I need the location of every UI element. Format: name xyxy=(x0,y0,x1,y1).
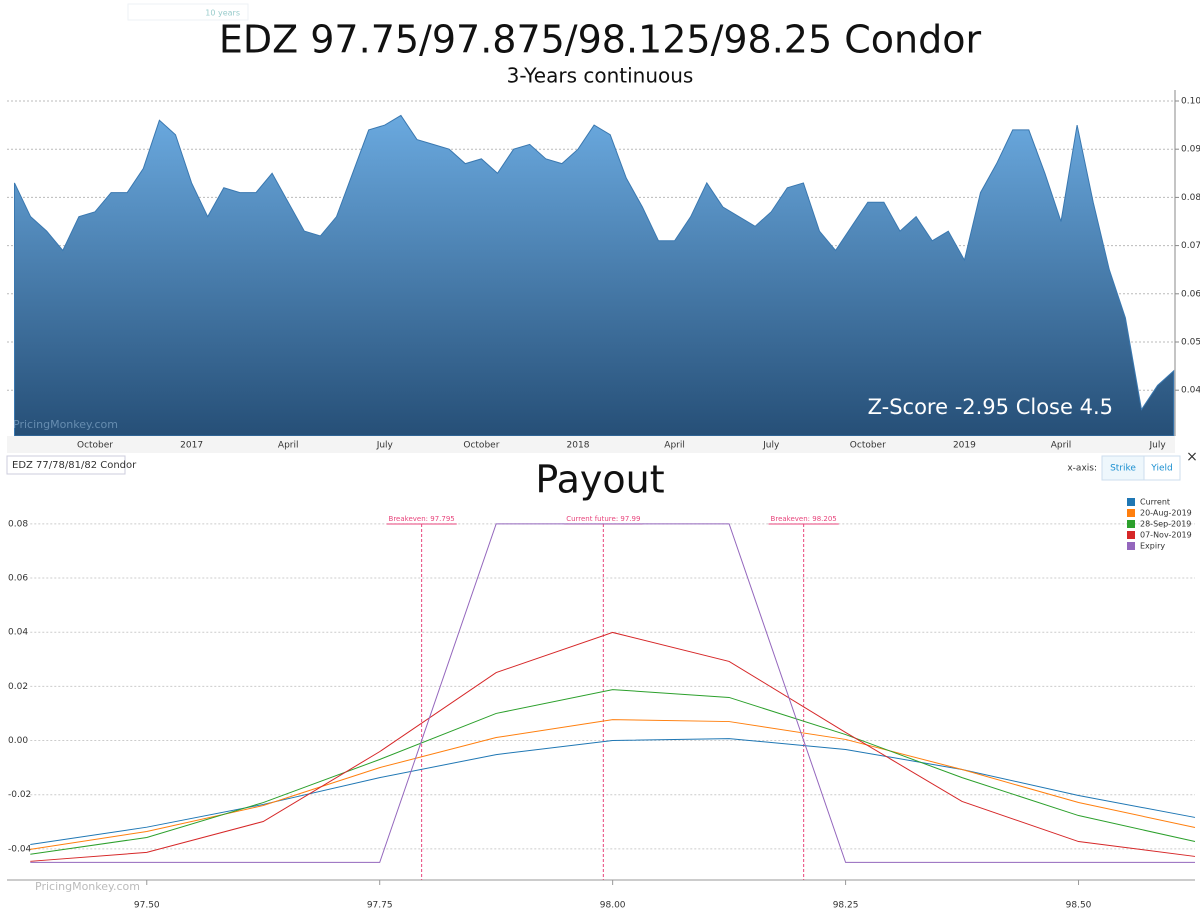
marker-label: Current future: 97.99 xyxy=(566,515,640,523)
y-tick-label: 0.08 xyxy=(8,519,28,529)
y-tick-label: 0.07 xyxy=(1181,241,1200,251)
x-tick-label: July xyxy=(1149,441,1167,451)
series-line xyxy=(30,631,1196,862)
x-tick-label: 97.50 xyxy=(134,901,160,911)
legend-swatch xyxy=(1127,520,1135,528)
legend-swatch xyxy=(1127,498,1135,506)
series-line xyxy=(30,523,1195,863)
marker-label: Breakeven: 98.205 xyxy=(771,515,837,523)
chart-title: Payout xyxy=(535,458,664,502)
legend-swatch xyxy=(1127,531,1135,539)
legend-label: 28-Sep-2019 xyxy=(1140,520,1191,529)
y-tick-label: 0.10 xyxy=(1181,96,1200,106)
legend-swatch xyxy=(1127,542,1135,550)
close-button[interactable]: × xyxy=(1186,449,1198,465)
x-axis-band xyxy=(7,436,1175,453)
x-tick-label: April xyxy=(278,441,299,451)
series-line xyxy=(30,738,1196,846)
strategy-label: EDZ 77/78/81/82 Condor xyxy=(12,460,137,471)
x-tick-label: 2018 xyxy=(567,441,590,451)
x-tick-label: 98.00 xyxy=(600,901,626,911)
strike-option[interactable]: Strike xyxy=(1110,464,1136,474)
y-tick-label: 0.04 xyxy=(8,628,28,638)
strategy-box xyxy=(6,455,126,475)
yield-button[interactable] xyxy=(1143,455,1181,481)
bottom-chart: -0.04 -0.02 0.00 0.02 0.04 0.06 0.08 97.50 97.75… xyxy=(7,498,1196,911)
x-tick-label: April xyxy=(1051,441,1072,451)
y-tick-label: 0.06 xyxy=(8,574,28,584)
legend-label: Current xyxy=(1140,498,1170,507)
x-tick-label: 2017 xyxy=(180,441,203,451)
chart-subtitle: 3-Years continuous xyxy=(507,64,694,88)
xaxis-label: x-axis: xyxy=(1067,464,1097,474)
legend-label: 20-Aug-2019 xyxy=(1140,509,1192,518)
y-tick-label: 0.06 xyxy=(1181,289,1200,299)
y-tick-label: 0.00 xyxy=(8,736,28,746)
x-tick-label: July xyxy=(762,441,780,451)
y-tick-label: 0.08 xyxy=(1181,193,1200,203)
x-tick-label: 97.75 xyxy=(367,901,393,911)
y-tick-label: 0.02 xyxy=(8,682,28,692)
y-tick-label: -0.02 xyxy=(8,790,31,800)
x-tick-label: October xyxy=(850,441,886,451)
chart-title: EDZ 97.75/97.875/98.125/98.25 Condor xyxy=(219,18,982,62)
legend-label: Expiry xyxy=(1140,542,1165,551)
x-tick-label: October xyxy=(463,441,499,451)
yield-option[interactable]: Yield xyxy=(1150,464,1172,474)
marker-label: Breakeven: 97.795 xyxy=(389,515,455,523)
legend-swatch xyxy=(1127,509,1135,517)
watermark: PricingMonkey.com xyxy=(35,880,140,893)
x-tick-label: 98.25 xyxy=(833,901,859,911)
strike-button[interactable] xyxy=(1101,455,1145,481)
y-tick-label: 0.05 xyxy=(1181,338,1200,348)
series-line xyxy=(30,719,1196,850)
y-tick-label: -0.04 xyxy=(8,844,32,854)
y-tick-label: 0.04 xyxy=(1181,386,1200,396)
x-tick-label: April xyxy=(664,441,685,451)
y-tick-label: 0.09 xyxy=(1181,145,1200,155)
x-tick-label: July xyxy=(376,441,394,451)
range-tab[interactable]: 10 years xyxy=(205,9,240,18)
series-line xyxy=(30,689,1196,855)
range-tab-box xyxy=(127,3,249,21)
x-tick-label: 98.50 xyxy=(1066,901,1092,911)
x-tick-label: October xyxy=(77,441,113,451)
x-tick-label: 2019 xyxy=(953,441,976,451)
area-fill xyxy=(14,114,1175,437)
top-chart: 0.04 0.05 0.06 0.07 0.08 0.09 0.10 October 2017 A… xyxy=(7,90,1200,453)
annotation: Z-Score -2.95 Close 4.5 xyxy=(868,395,1113,419)
legend-label: 07-Nov-2019 xyxy=(1140,531,1192,540)
watermark: PricingMonkey.com xyxy=(13,418,118,431)
